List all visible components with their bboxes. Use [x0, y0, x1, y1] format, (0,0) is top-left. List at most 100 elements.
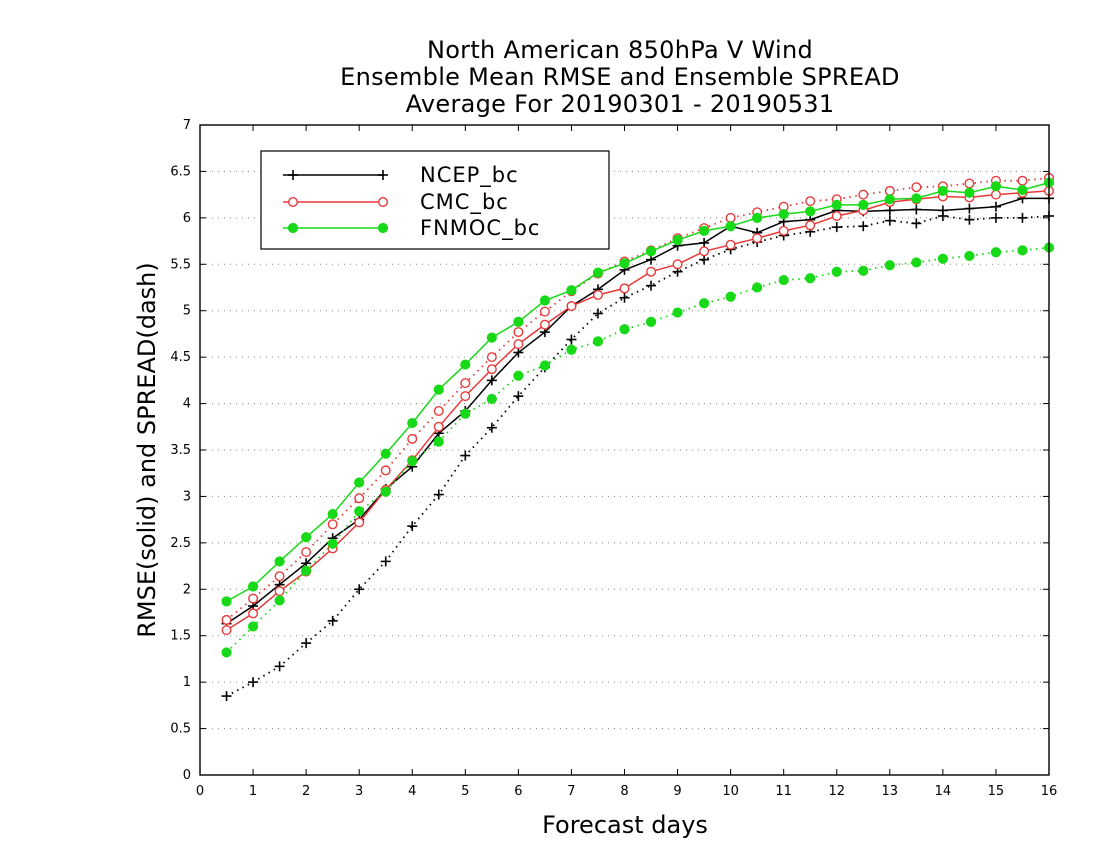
legend-marker-cmc-bc	[378, 196, 389, 207]
fnmoc-bc-rmse-point	[566, 285, 577, 296]
ncep-bc-rmse-point	[937, 205, 948, 216]
fnmoc-bc-spread-point	[858, 265, 869, 276]
ncep-bc-spread-point	[354, 584, 365, 595]
chart-title-line-3: Average For 20190301 - 20190531	[405, 90, 835, 118]
y-tick-label: 7	[183, 118, 191, 133]
x-tick-label: 10	[722, 784, 739, 799]
fnmoc-bc-rmse-point	[539, 295, 551, 306]
chart-title-line-2: Ensemble Mean RMSE and Ensemble SPREAD	[340, 63, 900, 91]
cmc-bc-rmse-point	[460, 391, 471, 402]
fnmoc-bc-spread-point	[301, 565, 312, 576]
x-tick-label: 4	[408, 784, 416, 799]
ncep-bc-spread-point	[433, 489, 444, 500]
cmc-bc-spread-point	[221, 614, 232, 625]
ncep-bc-rmse-line	[226, 197, 1049, 625]
fnmoc-bc-rmse-point	[354, 477, 365, 488]
ncep-bc-spread-point	[566, 334, 577, 345]
fnmoc-bc-rmse-point	[884, 194, 895, 205]
ncep-bc-spread-point	[964, 214, 975, 225]
fnmoc-bc-spread-point	[778, 274, 789, 286]
fnmoc-bc-spread-point	[698, 298, 710, 309]
cmc-bc-rmse-point	[619, 283, 630, 294]
series-layer	[221, 172, 1055, 702]
fnmoc-bc-rmse-point	[964, 187, 975, 198]
chart-title-line-1: North American 850hPa V Wind	[426, 36, 814, 64]
cmc-bc-spread-point	[433, 406, 444, 417]
fnmoc-bc-spread-point	[221, 647, 232, 658]
x-tick-label: 16	[1041, 784, 1058, 799]
cmc-bc-spread-line	[225, 177, 1050, 621]
fnmoc-bc-spread-point	[566, 344, 577, 355]
cmc-bc-spread-point	[884, 185, 895, 196]
y-tick-label: 0.5	[170, 722, 191, 737]
legend-marker-ncep-bc	[378, 170, 388, 180]
x-tick-label: 2	[302, 784, 310, 799]
y-tick-label: 5.5	[170, 257, 191, 272]
y-tick-label: 4.5	[170, 350, 191, 365]
x-tick-label: 12	[828, 784, 845, 799]
fnmoc-bc-spread-point	[645, 316, 657, 327]
y-tick-label: 4	[183, 397, 191, 412]
cmc-bc-rmse-point	[248, 608, 259, 619]
fnmoc-bc-rmse-point	[433, 384, 444, 395]
cmc-bc-spread-point	[486, 352, 497, 363]
fnmoc-bc-rmse-point	[274, 556, 285, 567]
fnmoc-bc-rmse-point	[645, 246, 657, 257]
x-tick-label: 7	[567, 784, 575, 799]
fnmoc-bc-rmse-point	[619, 258, 630, 269]
ncep-bc-rmse-point	[513, 347, 524, 358]
ncep-bc-spread-point	[380, 556, 391, 567]
fnmoc-bc-rmse-point	[698, 225, 710, 236]
ncep-bc-spread-point	[884, 215, 895, 226]
ncep-bc-spread-point	[1017, 212, 1028, 223]
fnmoc-bc-spread-point	[831, 266, 842, 277]
fnmoc-bc-spread-point	[380, 486, 391, 497]
fnmoc-bc-spread-point	[247, 621, 259, 632]
fnmoc-bc-rmse-point	[672, 235, 683, 246]
cmc-bc-rmse-point	[752, 233, 763, 244]
y-tick-label: 6.5	[170, 164, 191, 179]
ncep-bc-spread-point	[858, 221, 869, 232]
fnmoc-bc-spread-point	[274, 595, 285, 606]
fnmoc-bc-rmse-point	[990, 181, 1002, 192]
y-tick-label: 3.5	[170, 443, 191, 458]
legend-label-cmc-bc: CMC_bc	[420, 190, 509, 215]
ncep-bc-spread-point	[990, 212, 1001, 223]
fnmoc-bc-rmse-point	[725, 221, 736, 232]
cmc-bc-spread-point	[911, 182, 922, 193]
fnmoc-bc-spread-point	[937, 253, 948, 264]
fnmoc-bc-spread-point	[407, 456, 418, 467]
fnmoc-bc-spread-point	[964, 250, 975, 262]
cmc-bc-rmse-point	[566, 301, 577, 312]
fnmoc-bc-spread-point	[486, 393, 497, 405]
fnmoc-bc-spread-point	[911, 257, 922, 268]
cmc-bc-rmse-point	[592, 289, 603, 300]
cmc-bc-rmse-point	[778, 225, 789, 236]
legend-marker-cmc-bc	[288, 196, 299, 207]
y-tick-label: 3	[183, 489, 191, 504]
fnmoc-bc-spread-point	[725, 291, 736, 302]
fnmoc-bc-rmse-point	[301, 532, 312, 543]
cmc-bc-spread-point	[327, 519, 338, 530]
fnmoc-bc-spread-point	[433, 436, 444, 447]
fnmoc-bc-rmse-point	[247, 581, 259, 592]
ncep-bc-spread-point	[831, 222, 842, 233]
ncep-bc-spread-point	[274, 661, 285, 672]
cmc-bc-spread-point	[380, 465, 391, 476]
cmc-bc-spread-point	[725, 212, 736, 223]
fnmoc-bc-rmse-point	[778, 209, 789, 220]
y-tick-label: 5	[183, 304, 191, 319]
fnmoc-bc-spread-point	[460, 408, 471, 419]
y-tick-label: 6	[183, 211, 191, 226]
y-axis-title: RMSE(solid) and SPREAD(dash)	[133, 262, 161, 638]
ncep-bc-rmse-point	[911, 204, 922, 215]
cmc-bc-rmse-point	[539, 319, 550, 330]
cmc-bc-spread-point	[513, 327, 524, 338]
cmc-bc-spread-point	[805, 196, 816, 207]
ncep-bc-spread-point	[248, 677, 259, 688]
legend-marker-fnmoc-bc	[377, 222, 389, 234]
fnmoc-bc-spread-point	[990, 247, 1002, 258]
ncep-bc-spread-point	[407, 521, 418, 532]
